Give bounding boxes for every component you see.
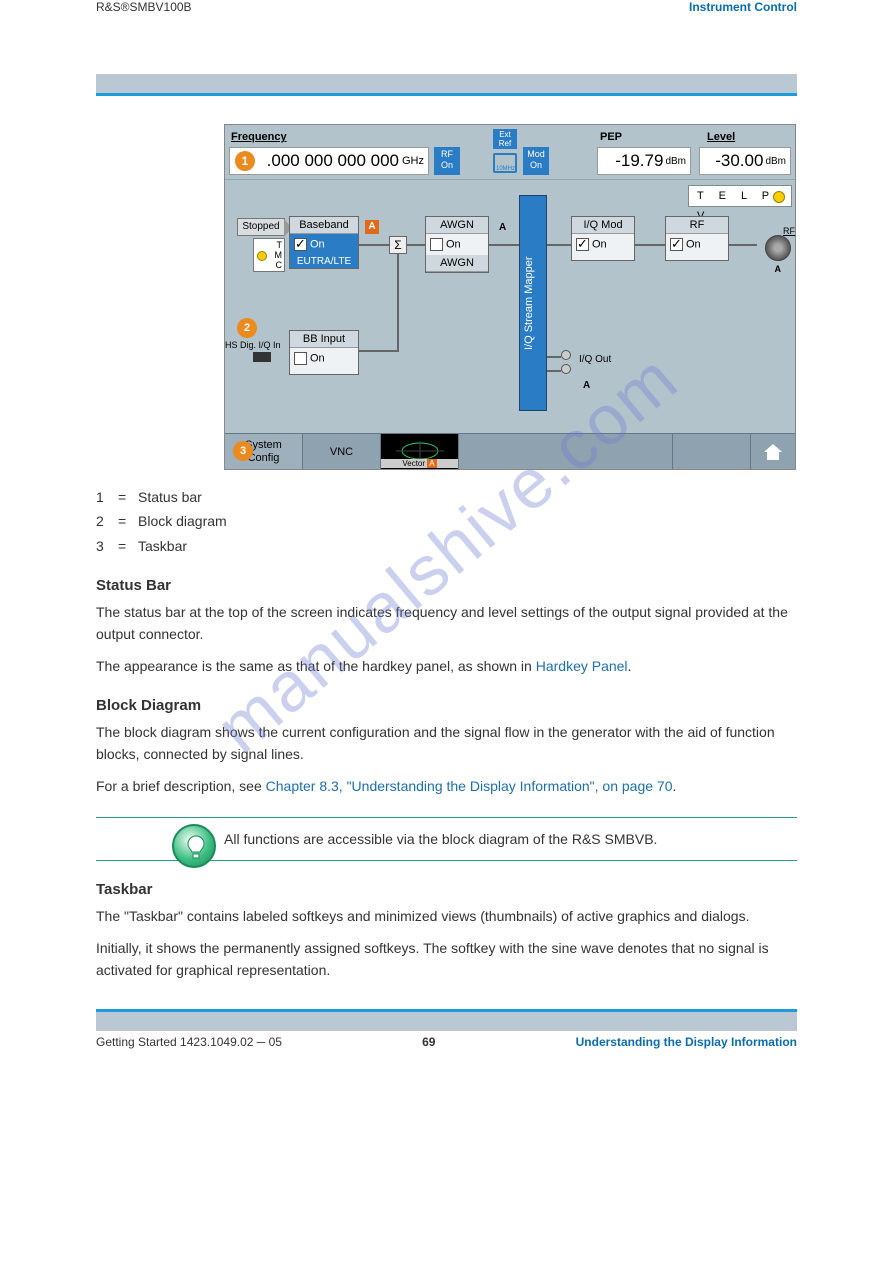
baseband-checkbox[interactable] [294, 238, 307, 251]
telpv-indicator[interactable]: T E L P V [688, 185, 792, 207]
mod-on-indicator[interactable]: Mod On [523, 147, 549, 175]
hardkey-panel-link[interactable]: Hardkey Panel [536, 658, 628, 674]
level-value: -30.00 [715, 151, 763, 171]
a-label-rf: A [775, 264, 782, 274]
tip-icon [172, 824, 216, 868]
rf-connector-icon [765, 235, 791, 261]
footer-left: Getting Started 1423.1049.02 ─ 05 [96, 1035, 282, 1049]
level-unit: dBm [765, 156, 786, 167]
rf-on-indicator[interactable]: RF On [434, 147, 460, 175]
page-header: R&S®SMBV100B Instrument Control [96, 0, 797, 16]
stopped-tag: Stopped [237, 218, 285, 236]
legend-text-3: Taskbar [138, 535, 187, 557]
taskbar-vnc[interactable]: VNC [303, 434, 381, 469]
awgn-checkbox[interactable] [430, 238, 443, 251]
hs-dig-label: HS Dig. I/Q In [225, 340, 281, 350]
pep-value: -19.79 [615, 151, 663, 171]
screenshot-taskbar: 3 System Config VNC Vector A [225, 433, 795, 469]
home-icon [762, 442, 784, 462]
sigma-block: Σ [389, 236, 407, 254]
level-field[interactable]: -30.00 dBm [699, 147, 791, 175]
rf-port-label: RF [783, 226, 795, 236]
header-product: R&S®SMBV100B [96, 0, 192, 14]
header-section: Instrument Control [689, 0, 797, 14]
instrument-screenshot: Frequency PEP Level 1 .000 000 000 000 G… [224, 124, 796, 470]
callout-3: 3 [233, 441, 253, 461]
level-label: Level [707, 131, 735, 143]
footer-bar [96, 1009, 797, 1031]
mapper-label: I/Q Stream Mapper [523, 230, 535, 350]
hs-port-icon [253, 352, 271, 362]
baseband-footer: EUTRA/LTE [290, 255, 358, 268]
rf-header: RF [666, 217, 728, 234]
taskbar-spacer [459, 434, 673, 469]
callout-legend: 1=Status bar 2=Block diagram 3=Taskbar [96, 486, 797, 557]
bbinput-block[interactable]: BB Input On [289, 330, 359, 375]
awgn-on-label: On [446, 238, 461, 250]
iqout-port1-icon [561, 350, 571, 360]
iqmod-checkbox[interactable] [576, 238, 589, 251]
iqmod-on-label: On [592, 238, 607, 250]
taskbar-vector[interactable]: Vector A [381, 434, 459, 469]
iqout-label: I/Q Out [579, 354, 611, 365]
frequency-unit: GHz [402, 155, 424, 167]
footer-right: Understanding the Display Information [576, 1035, 797, 1049]
statusbar-para1: The status bar at the top of the screen … [96, 602, 797, 645]
legend-text-2: Block diagram [138, 510, 227, 532]
callout-2: 2 [237, 318, 257, 338]
bbinput-on-label: On [310, 352, 325, 364]
frequency-value: .000 000 000 000 [267, 151, 399, 171]
legend-num-1: 1 [96, 486, 118, 508]
baseband-header: Baseband [290, 217, 358, 234]
statusbar-para2: The appearance is the same as that of th… [96, 656, 797, 678]
statusbar-heading: Status Bar [96, 577, 797, 594]
taskbar-home[interactable] [751, 434, 795, 469]
ref-clock-icon[interactable] [493, 153, 517, 173]
frequency-field[interactable]: .000 000 000 000 GHz [229, 147, 429, 175]
legend-num-3: 3 [96, 535, 118, 557]
bbinput-checkbox[interactable] [294, 352, 307, 365]
chapter-link[interactable]: Chapter 8.3, "Understanding the Display … [266, 778, 673, 794]
vector-a-badge: A [427, 459, 436, 468]
legend-text-1: Status bar [138, 486, 202, 508]
iqmod-header: I/Q Mod [572, 217, 634, 234]
taskbar-heading: Taskbar [96, 881, 797, 898]
footer-row: Getting Started 1423.1049.02 ─ 05 69 Und… [96, 1031, 797, 1049]
tip-box: All functions are accessible via the blo… [96, 817, 797, 861]
tip-text: All functions are accessible via the blo… [224, 831, 657, 847]
blockdiagram-heading: Block Diagram [96, 697, 797, 714]
a-badge-baseband: A [365, 220, 379, 234]
awgn-footer: AWGN [426, 255, 488, 272]
awgn-header: AWGN [426, 217, 488, 234]
rf-block[interactable]: RF On [665, 216, 729, 261]
iqmod-block[interactable]: I/Q Mod On [571, 216, 635, 261]
callout-1: 1 [235, 151, 255, 171]
baseband-on-label: On [310, 238, 325, 250]
pep-field[interactable]: -19.79 dBm [597, 147, 691, 175]
a-label-awgn: A [499, 222, 506, 233]
pep-unit: dBm [665, 156, 686, 167]
pep-label: PEP [600, 131, 622, 143]
taskbar-para1: The "Taskbar" contains labeled softkeys … [96, 906, 797, 928]
header-rule [96, 74, 797, 96]
iqout-port2-icon [561, 364, 571, 374]
taskbar-para2: Initially, it shows the permanently assi… [96, 938, 797, 981]
ext-ref-indicator[interactable]: Ext Ref [493, 129, 517, 149]
awgn-block[interactable]: AWGN On AWGN [425, 216, 489, 273]
baseband-block[interactable]: Baseband On EUTRA/LTE [289, 216, 359, 269]
blockdiagram-para1: The block diagram shows the current conf… [96, 722, 797, 765]
rf-on-label: On [686, 238, 701, 250]
footer-page: 69 [422, 1035, 435, 1049]
tmc-indicator: T M C [253, 238, 285, 272]
legend-num-2: 2 [96, 510, 118, 532]
blockdiagram-para2: For a brief description, see Chapter 8.3… [96, 776, 797, 798]
taskbar-blank [673, 434, 751, 469]
vector-label: Vector [402, 459, 425, 468]
a-label-iqout: A [583, 380, 590, 391]
bbinput-header: BB Input [290, 331, 358, 348]
frequency-label: Frequency [231, 131, 287, 143]
rf-checkbox[interactable] [670, 238, 683, 251]
